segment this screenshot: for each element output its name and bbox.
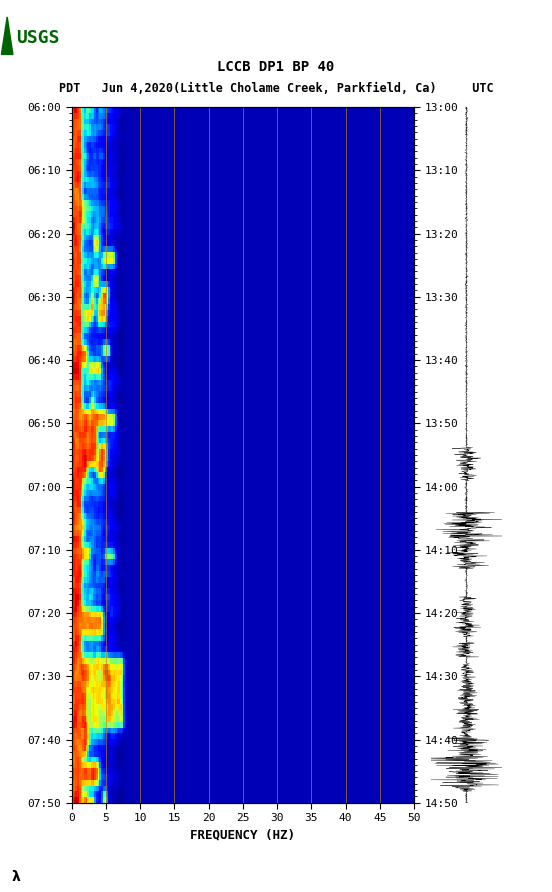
Text: USGS: USGS bbox=[16, 29, 59, 47]
Polygon shape bbox=[2, 17, 13, 54]
Text: $\mathbf{\lambda}$: $\mathbf{\lambda}$ bbox=[11, 870, 22, 884]
Text: PDT   Jun 4,2020(Little Cholame Creek, Parkfield, Ca)     UTC: PDT Jun 4,2020(Little Cholame Creek, Par… bbox=[59, 82, 493, 95]
Text: LCCB DP1 BP 40: LCCB DP1 BP 40 bbox=[217, 61, 335, 74]
X-axis label: FREQUENCY (HZ): FREQUENCY (HZ) bbox=[190, 829, 295, 842]
